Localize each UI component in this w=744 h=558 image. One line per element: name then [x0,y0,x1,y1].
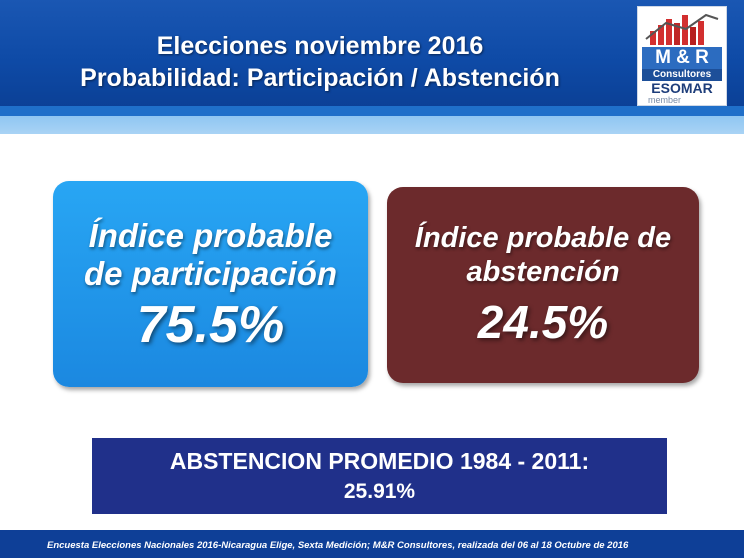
page-title: Elecciones noviembre 2016 Probabilidad: … [20,30,620,94]
average-abstention-label: ABSTENCION PROMEDIO 1984 - 2011: [169,448,590,474]
company-logo: M & R Consultores ESOMAR member [637,6,727,106]
participation-value: 75.5% [136,296,285,354]
logo-brand: M & R [642,47,722,69]
abstention-label-line-1: Índice probable de [414,222,672,254]
footer-bar: Encuesta Elecciones Nacionales 2016-Nica… [0,530,744,558]
participation-card: Índice probable de participación 75.5% [53,181,368,387]
header-banner [0,0,744,112]
logo-association: ESOMAR [651,80,713,96]
abstention-card: Índice probable de abstención 24.5% [387,187,699,383]
abstention-value: 24.5% [477,296,609,348]
title-line-2: Probabilidad: Participación / Abstención [80,64,560,92]
participation-label-line-2: de participación [83,255,338,292]
logo-membership: member [648,95,682,105]
header-stripe-light [0,116,744,134]
title-line-1: Elecciones noviembre 2016 [156,32,484,60]
average-abstention-box: ABSTENCION PROMEDIO 1984 - 2011: 25.91% [92,438,667,514]
footer-source-note: Encuesta Elecciones Nacionales 2016-Nica… [47,540,629,551]
average-abstention-value: 25.91% [343,480,416,503]
abstention-label-line-2: abstención [466,256,620,288]
abstention-label: Índice probable de abstención [387,221,699,289]
participation-label: Índice probable de participación [53,217,368,293]
header-stripe [0,106,744,116]
logo-company: Consultores [642,69,722,81]
participation-label-line-1: Índice probable [88,217,333,254]
bar-chart-logo-icon [645,13,719,45]
